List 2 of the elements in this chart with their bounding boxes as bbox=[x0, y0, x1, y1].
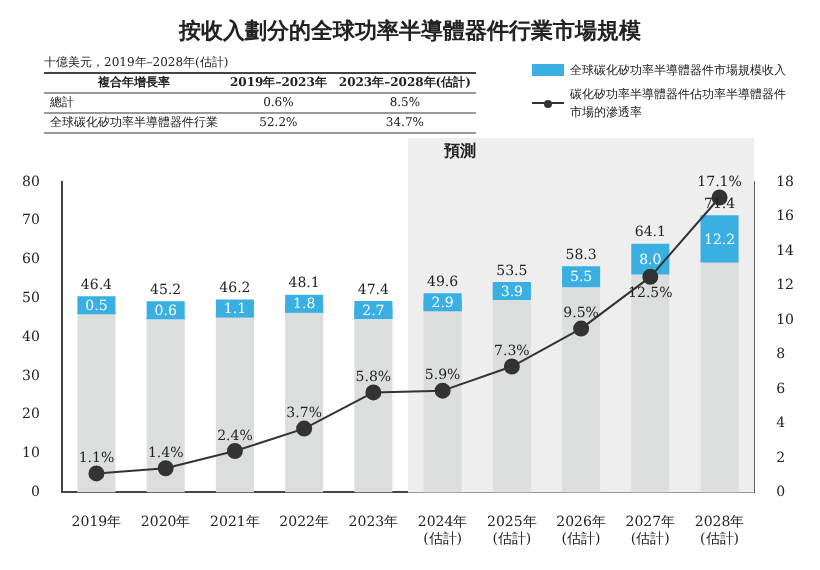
chart-title: 按收入劃分的全球功率半導體器件行業市場規模 bbox=[176, 16, 643, 46]
band-label: 預測 bbox=[442, 140, 476, 161]
